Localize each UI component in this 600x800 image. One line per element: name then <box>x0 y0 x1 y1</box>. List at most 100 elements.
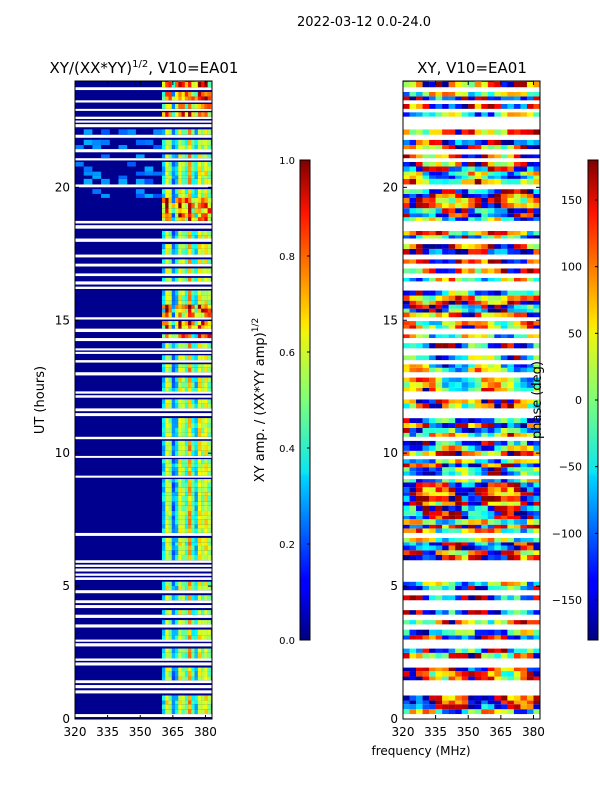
phase-cell <box>507 629 515 636</box>
amp-cell <box>184 171 189 176</box>
amp-cell <box>188 542 192 546</box>
phase-cell <box>474 479 482 483</box>
phase-cell <box>448 217 456 221</box>
amp-cell <box>191 482 195 488</box>
phase-cell <box>526 459 534 464</box>
amp-cell <box>165 312 169 318</box>
amp-cell <box>181 235 186 239</box>
phase-cell <box>429 129 436 135</box>
amp-cell <box>92 175 102 179</box>
phase-cell <box>422 467 430 472</box>
phase-cell <box>442 377 449 383</box>
amp-cell <box>178 145 182 150</box>
phase-cell <box>507 482 515 488</box>
phase-cell <box>435 403 443 409</box>
phase-cell <box>520 501 528 506</box>
phase-cell <box>494 542 502 546</box>
phase-cell <box>442 709 449 715</box>
amp-cell <box>165 213 169 218</box>
amp-cell <box>207 581 212 586</box>
phase-cell <box>494 295 502 301</box>
phase-cell <box>429 487 436 493</box>
amp-cell <box>181 704 186 710</box>
phase-cell <box>474 463 482 468</box>
amp-cell <box>178 387 182 392</box>
phase-cell <box>442 510 449 516</box>
phase-cell <box>487 528 495 533</box>
amp-cell <box>168 161 172 167</box>
amp-cell <box>184 377 189 383</box>
amp-cell <box>161 290 166 296</box>
phase-cell <box>422 479 430 483</box>
phase-cell <box>500 471 508 476</box>
phase-cell <box>422 671 430 677</box>
phase-cell <box>442 463 449 468</box>
phase-cell <box>409 482 417 488</box>
phase-cell <box>403 343 410 349</box>
amp-cell <box>197 487 202 493</box>
amp-cell <box>188 295 192 301</box>
phase-cell <box>448 325 456 329</box>
amp-cell <box>178 495 182 502</box>
phase-cell <box>422 81 430 88</box>
amp-cell <box>197 139 202 146</box>
phase-cell <box>513 676 521 681</box>
amp-cell <box>210 635 212 640</box>
phase-cell <box>500 467 508 472</box>
amp-cell <box>184 178 189 185</box>
phase-cell <box>442 542 449 546</box>
amp-cell <box>210 471 212 476</box>
phase-cell <box>461 482 469 488</box>
phase-cell <box>533 161 540 167</box>
phase-cell <box>461 129 469 135</box>
phase-cell <box>455 467 462 472</box>
amp-cell <box>168 652 172 659</box>
phase-cell <box>487 166 495 172</box>
phase-cell <box>435 189 443 194</box>
phase-cell <box>435 312 443 318</box>
phase-cell <box>468 377 475 383</box>
phase-cell <box>416 403 423 409</box>
phase-cell <box>442 428 449 433</box>
amp-cell <box>165 554 169 561</box>
phase-cell <box>507 403 515 409</box>
phase-cell <box>422 528 430 533</box>
amp-cell <box>188 432 192 437</box>
amp-cell <box>165 648 169 653</box>
amp-cell <box>161 112 166 117</box>
amp-cell <box>181 595 186 601</box>
phase-cell <box>507 519 515 525</box>
phase-cell <box>416 595 423 601</box>
amp-cell <box>210 515 212 520</box>
phase-cell <box>403 550 410 555</box>
phase-cell <box>507 399 515 404</box>
phase-cell <box>422 635 430 640</box>
amp-cell <box>165 81 169 88</box>
amp-cell <box>191 635 195 640</box>
phase-cell <box>494 202 502 209</box>
phase-gap-row <box>403 643 540 649</box>
amp-cell <box>171 671 176 677</box>
phase-cell <box>461 175 469 179</box>
phase-cell <box>409 244 417 249</box>
phase-cell <box>513 595 521 601</box>
phase-cell <box>494 230 502 236</box>
amp-cell <box>191 312 195 318</box>
amp-cell <box>197 112 202 117</box>
phase-cell <box>448 300 456 305</box>
amp-cell <box>165 487 169 493</box>
amp-cell <box>194 175 199 179</box>
phase-cell <box>474 418 482 424</box>
phase-cell <box>487 595 495 601</box>
amp-ytick-label: 0 <box>62 712 70 726</box>
phase-cell <box>409 652 417 659</box>
amp-cell <box>188 700 192 705</box>
amp-cell <box>178 676 182 681</box>
amp-cell <box>194 667 199 672</box>
phase-cell <box>487 308 495 313</box>
amp-cell <box>210 295 212 301</box>
amp-cell <box>165 704 169 710</box>
phase-cell <box>416 585 423 591</box>
phase-cell <box>409 166 417 172</box>
phase-cell <box>500 510 508 516</box>
